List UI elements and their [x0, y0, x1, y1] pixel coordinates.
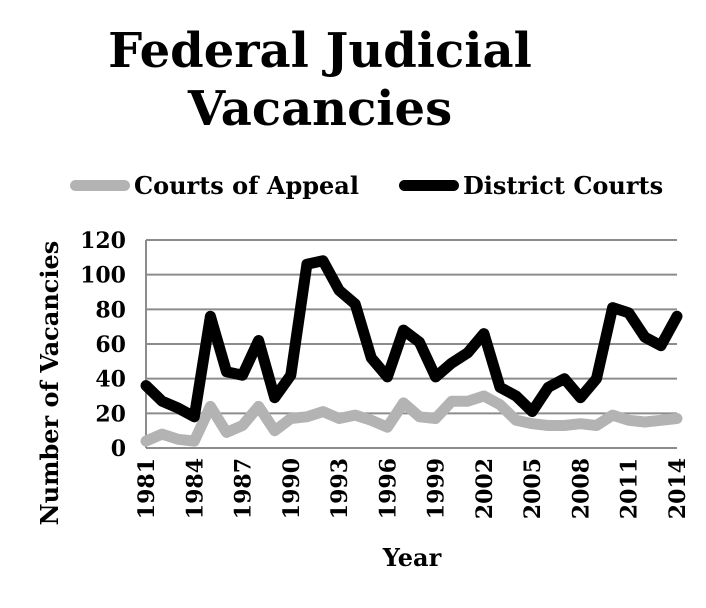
- x-tick-label: 1990: [279, 458, 305, 519]
- y-tick-label: 60: [95, 332, 126, 358]
- chart-title-line-1: Federal Judicial: [108, 23, 532, 79]
- x-tick-label: 2005: [520, 458, 546, 519]
- x-axis-title: Year: [382, 543, 442, 572]
- legend: Courts of Appeal District Courts: [70, 170, 703, 200]
- x-tick-label: 1999: [424, 458, 450, 519]
- legend-item-courts-of-appeal: Courts of Appeal: [70, 171, 359, 200]
- legend-swatch-district-courts: [398, 179, 459, 191]
- series-line-courts-of-appeal: [140, 390, 683, 447]
- x-tick-label: 2002: [472, 458, 498, 519]
- x-tick-label: 1987: [231, 458, 257, 519]
- series-lines: [140, 255, 683, 447]
- y-axis-title: Number of Vacancies: [35, 241, 64, 526]
- x-tick-label: 1993: [327, 458, 353, 519]
- x-tick-label: 1981: [134, 458, 160, 519]
- x-tick-label: 2011: [617, 458, 643, 519]
- legend-label-district-courts: District Courts: [462, 170, 664, 200]
- y-tick-label: 20: [95, 401, 126, 427]
- y-tick-label: 40: [95, 367, 126, 393]
- x-tick-label: 2014: [665, 458, 691, 519]
- chart-title-line-2: Vacancies: [187, 81, 453, 137]
- series-line-district-courts: [140, 255, 683, 423]
- x-tick-label: 1984: [182, 458, 208, 519]
- y-tick-label: 120: [80, 228, 126, 254]
- y-tick-label: 0: [111, 436, 126, 462]
- y-tick-label: 100: [80, 263, 126, 289]
- x-tick-labels: 1981 1984 1987 1990 1993 1996 1999 2002 2005 2008…: [134, 458, 691, 519]
- legend-label-courts-of-appeal: Courts of Appeal: [134, 170, 359, 200]
- y-tick-labels: 0 20 40 60 80 100 120: [80, 228, 126, 462]
- x-tick-label: 1996: [375, 458, 401, 519]
- legend-item-district-courts: District Courts: [398, 170, 664, 200]
- legend-swatch-courts-of-appeal: [70, 179, 130, 191]
- y-tick-label: 80: [95, 297, 126, 323]
- x-tick-label: 2008: [568, 458, 594, 519]
